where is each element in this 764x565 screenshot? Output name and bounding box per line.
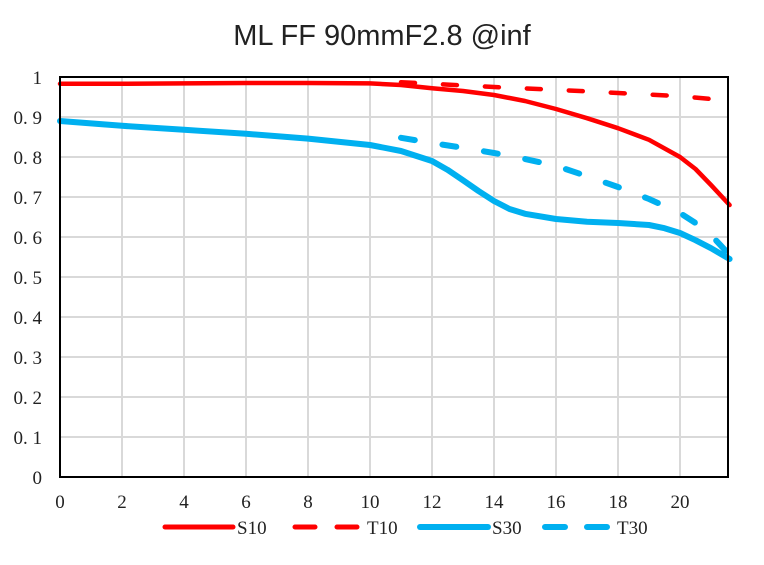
x-tick-label: 14 [485, 492, 505, 513]
y-tick-label: 0 [33, 468, 43, 489]
y-tick-label: 0. 2 [14, 388, 43, 409]
y-tick-label: 0. 9 [14, 108, 43, 129]
y-tick-label: 0. 1 [14, 428, 43, 449]
y-tick-label: 0. 8 [14, 148, 43, 169]
x-tick-label: 2 [117, 492, 127, 513]
x-tick-label: 18 [609, 492, 628, 513]
series-line-t30 [398, 134, 733, 258]
y-tick-label: 1 [33, 68, 43, 89]
y-tick-label: 0. 5 [14, 268, 43, 289]
x-tick-label: 4 [179, 492, 189, 513]
plot-frame [59, 76, 729, 478]
x-tick-label: 0 [55, 492, 65, 513]
x-tick-label: 12 [423, 492, 442, 513]
y-tick-label: 0. 7 [14, 188, 43, 209]
x-tick-label: 20 [671, 492, 690, 513]
series-line-s30 [57, 118, 733, 262]
y-tick-label: 0. 3 [14, 348, 43, 369]
x-tick-label: 10 [361, 492, 380, 513]
legend-label-s10: S10 [237, 518, 267, 539]
chart-title: ML FF 90mmF2.8 @inf [233, 20, 531, 52]
legend-label-t30: T30 [617, 518, 648, 539]
series-line-s10 [57, 80, 732, 208]
x-tick-label: 8 [303, 492, 313, 513]
legend-label-t10: T10 [367, 518, 398, 539]
legend-label-s30: S30 [492, 518, 522, 539]
x-tick-label: 16 [547, 492, 566, 513]
x-tick-label: 6 [241, 492, 251, 513]
series-line-t10 [398, 79, 729, 104]
y-tick-label: 0. 4 [14, 308, 43, 329]
y-tick-label: 0. 6 [14, 228, 43, 249]
